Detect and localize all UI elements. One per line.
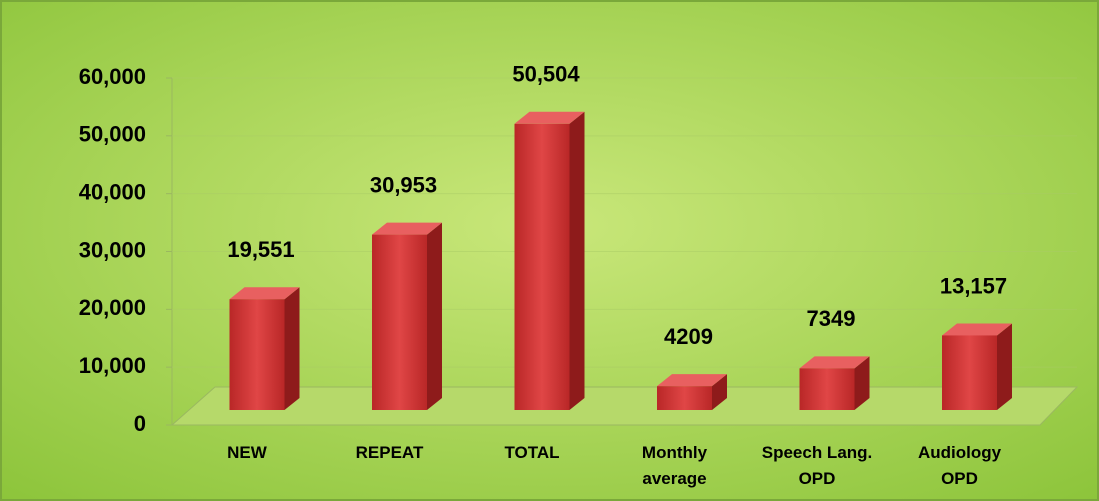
bar	[799, 356, 870, 410]
floor	[170, 386, 1079, 426]
y-tick-label: 60,000	[79, 64, 146, 89]
x-tick-label: REPEAT	[355, 443, 424, 462]
bar-side	[284, 287, 300, 410]
value-label: 4209	[664, 324, 713, 349]
y-tick-label: 20,000	[79, 295, 146, 320]
y-tick-label: 30,000	[79, 237, 146, 262]
bar-top	[657, 374, 727, 387]
bar	[229, 287, 300, 410]
bar-front	[372, 234, 427, 410]
y-tick-label: 50,000	[79, 122, 146, 147]
bar-top	[799, 356, 870, 369]
bar-front	[657, 386, 712, 410]
y-tick-label: 0	[134, 411, 146, 436]
bar-top	[942, 323, 1012, 336]
bar-front	[514, 123, 570, 410]
bar-top	[514, 111, 585, 124]
bar-front	[799, 368, 855, 410]
bar	[942, 323, 1012, 410]
x-tick-label: NEW	[227, 443, 267, 462]
value-label: 19,551	[227, 237, 294, 262]
bar	[657, 374, 727, 410]
bar-front	[229, 299, 285, 410]
value-label: 30,953	[370, 172, 437, 197]
bar-side	[569, 111, 585, 410]
bar	[514, 111, 585, 410]
x-tick-label: Speech Lang. OPD	[761, 443, 873, 488]
y-tick-label: 10,000	[79, 353, 146, 378]
bar-side	[997, 323, 1012, 410]
x-tick-label: Audiology OPD	[917, 443, 1002, 488]
bar	[372, 222, 442, 410]
x-tick-label: TOTAL	[504, 443, 560, 462]
y-tick-label: 40,000	[79, 179, 146, 204]
value-label: 7349	[807, 306, 856, 331]
value-label: 50,504	[512, 62, 580, 87]
bar-side	[854, 356, 870, 410]
bar-top	[372, 222, 442, 235]
x-tick-label: Monthly average	[641, 443, 708, 488]
bar-front	[942, 335, 997, 410]
bar-side	[427, 222, 442, 410]
value-label: 13,157	[940, 273, 1007, 298]
bar-top	[229, 287, 300, 300]
bar-side	[712, 374, 727, 410]
